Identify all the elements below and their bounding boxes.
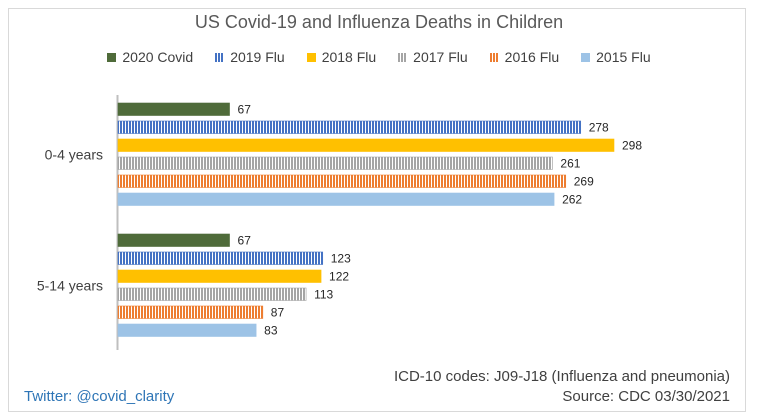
bar-2019-flu-0-4-years [117, 120, 582, 134]
legend-item-2018-flu: 2018 Flu [306, 49, 377, 65]
legend-label: 2015 Flu [596, 49, 651, 65]
legend-swatch [398, 52, 408, 62]
bar-2018-flu-0-4-years [117, 138, 615, 152]
legend-item-2020-covid: 2020 Covid [107, 49, 193, 65]
bar-2017-flu-0-4-years [117, 156, 553, 170]
legend-label: 2019 Flu [230, 49, 285, 65]
legend-swatch [489, 52, 499, 62]
chart-title: US Covid-19 and Influenza Deaths in Chil… [194, 12, 564, 32]
icd-codes-note: ICD-10 codes: J09-J18 (Influenza and pne… [393, 368, 730, 385]
data-label-2017-flu-5-14-years: 113 [314, 288, 333, 302]
legend-label: 2020 Covid [122, 49, 194, 65]
twitter-handle[interactable]: Twitter: @covid_clarity [24, 388, 175, 405]
source-note: Source: CDC 03/30/2021 [562, 388, 730, 405]
data-label-2019-flu-5-14-years: 123 [331, 252, 351, 266]
data-label-2019-flu-0-4-years: 278 [589, 121, 609, 135]
legend-item-2017-flu: 2017 Flu [398, 49, 468, 65]
legend: 2020 Covid 2019 Flu 2018 Flu 2017 Flu 2016 F… [0, 49, 758, 65]
bar-2015-flu-0-4-years [117, 192, 555, 206]
legend-item-2015-flu: 2015 Flu [581, 49, 651, 65]
category-label-5-14-years: 5-14 years [37, 277, 103, 293]
legend-swatch [306, 52, 316, 62]
data-label-2016-flu-5-14-years: 87 [271, 306, 285, 320]
bar-2016-flu-0-4-years [117, 174, 567, 188]
legend-label: 2016 Flu [504, 49, 560, 65]
legend-item-2016-flu: 2016 Flu [489, 49, 560, 65]
chart-frame [8, 8, 746, 412]
bar-2015-flu-5-14-years [117, 323, 257, 337]
data-label-2015-flu-0-4-years: 262 [562, 193, 582, 207]
legend-swatch [581, 52, 591, 62]
data-label-2017-flu-0-4-years: 261 [560, 157, 580, 171]
legend-swatch [215, 52, 225, 62]
bar-2019-flu-5-14-years [117, 251, 324, 265]
data-label-2020-covid-0-4-years: 67 [238, 103, 252, 117]
category-label-0-4-years: 0-4 years [45, 146, 103, 162]
bar-2020-covid-5-14-years [117, 233, 230, 247]
bar-2020-covid-0-4-years [117, 102, 230, 116]
legend-label: 2017 Flu [413, 49, 468, 65]
legend-item-2019-flu: 2019 Flu [215, 49, 285, 65]
bar-2016-flu-5-14-years [117, 305, 264, 319]
bar-2017-flu-5-14-years [117, 287, 307, 301]
legend-swatch [107, 52, 117, 62]
data-label-2015-flu-5-14-years: 83 [264, 324, 278, 338]
bar-2018-flu-5-14-years [117, 269, 322, 283]
data-label-2018-flu-5-14-years: 122 [329, 270, 349, 284]
legend-label: 2018 Flu [321, 49, 377, 65]
data-label-2020-covid-5-14-years: 67 [238, 234, 252, 248]
data-label-2018-flu-0-4-years: 298 [622, 139, 642, 153]
data-label-2016-flu-0-4-years: 269 [574, 175, 594, 189]
